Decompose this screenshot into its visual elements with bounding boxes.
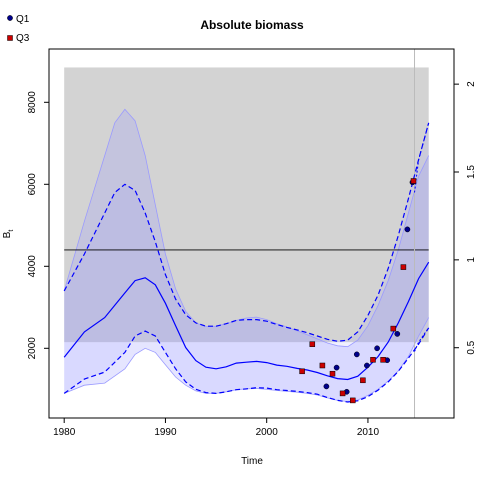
forecast-upper-line [414, 122, 430, 193]
outer-ci-band [64, 109, 429, 402]
legend-q1-marker [7, 15, 13, 21]
ci-upper-dashed [63, 122, 430, 342]
q3-point [339, 390, 346, 397]
x-tick-label: 1990 [154, 427, 177, 438]
y2-tick-label: 1.5 [466, 165, 477, 179]
y-tick-label: 4000 [27, 255, 38, 278]
y-axis-label: Bt [2, 230, 15, 239]
legend-q3-marker [7, 35, 13, 41]
observation-points [299, 178, 417, 404]
y2-tick-label: 0.5 [466, 340, 477, 354]
y-tick-label: 8000 [27, 91, 38, 114]
x-tick-label: 2000 [256, 427, 279, 438]
legend-q3-label: Q3 [16, 33, 30, 44]
chart-title: Absolute biomass [200, 18, 304, 32]
q3-point [400, 264, 407, 270]
q1-point [394, 331, 401, 337]
legend-q1-label: Q1 [16, 14, 30, 25]
q1-point [323, 383, 330, 390]
q3-point [309, 341, 316, 347]
q3-point [319, 362, 326, 369]
q3-point [390, 325, 397, 332]
y2-tick-label: 2 [466, 81, 477, 87]
plot-frame [48, 48, 455, 419]
q3-point [299, 368, 305, 375]
inner-ci-band [64, 122, 429, 403]
q3-point [329, 370, 336, 377]
reference-band [64, 67, 429, 343]
q1-point [404, 226, 411, 233]
q3-point [410, 178, 417, 184]
q1-point [364, 362, 370, 369]
legend: Q1 Q3 [7, 14, 30, 44]
y-tick-label: 6000 [27, 173, 38, 196]
y2-tick-label: 1 [466, 257, 477, 263]
x-tick-label: 2010 [357, 427, 380, 438]
y-axis-label-sub: t [8, 230, 15, 232]
x-axis-label: Time [241, 456, 263, 467]
ci-lower-dashed [63, 327, 430, 403]
q3-point [360, 377, 366, 384]
y-tick-label: 2000 [27, 337, 38, 360]
axes: 1980 1990 2000 2010 2000 4000 6000 8000 0.5 1 1.5 2 [27, 48, 477, 438]
q1-point [374, 345, 380, 352]
confidence-bands [63, 108, 430, 403]
q3-point [350, 397, 356, 404]
plot-background [64, 67, 429, 343]
x-tick-label: 1980 [53, 427, 76, 438]
q3-point [370, 357, 376, 363]
y-axis-label-main: B [2, 231, 13, 238]
q3-point [380, 357, 386, 363]
q1-point [333, 364, 340, 371]
outer-ci-upper-line [63, 108, 430, 348]
outer-ci-lower-line [64, 317, 430, 403]
q1-point [353, 351, 360, 358]
